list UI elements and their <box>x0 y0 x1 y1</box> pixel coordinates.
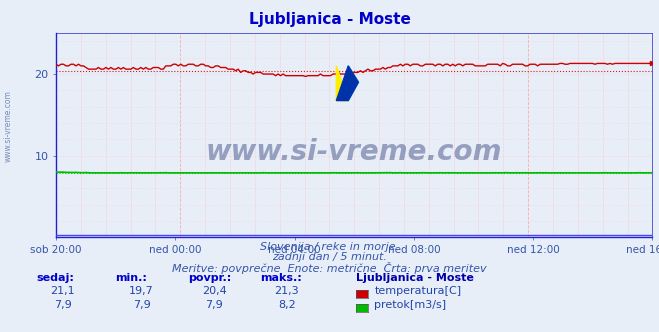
Text: 7,9: 7,9 <box>206 300 223 310</box>
Polygon shape <box>336 66 358 101</box>
Text: www.si-vreme.com: www.si-vreme.com <box>206 138 502 166</box>
Polygon shape <box>336 66 348 101</box>
Polygon shape <box>348 66 358 101</box>
Text: 21,3: 21,3 <box>274 286 299 296</box>
Text: sedaj:: sedaj: <box>36 273 74 283</box>
Text: Ljubljanica - Moste: Ljubljanica - Moste <box>248 12 411 27</box>
Text: zadnji dan / 5 minut.: zadnji dan / 5 minut. <box>272 252 387 262</box>
Text: 21,1: 21,1 <box>50 286 75 296</box>
Text: pretok[m3/s]: pretok[m3/s] <box>374 300 446 310</box>
Text: 19,7: 19,7 <box>129 286 154 296</box>
Text: Ljubljanica - Moste: Ljubljanica - Moste <box>356 273 474 283</box>
Text: 7,9: 7,9 <box>133 300 150 310</box>
Text: min.:: min.: <box>115 273 147 283</box>
Text: temperatura[C]: temperatura[C] <box>374 286 461 296</box>
Text: Meritve: povprečne  Enote: metrične  Črta: prva meritev: Meritve: povprečne Enote: metrične Črta:… <box>172 262 487 274</box>
Text: www.si-vreme.com: www.si-vreme.com <box>3 90 13 162</box>
Text: Slovenija / reke in morje.: Slovenija / reke in morje. <box>260 242 399 252</box>
Text: 8,2: 8,2 <box>278 300 295 310</box>
Text: maks.:: maks.: <box>260 273 302 283</box>
Text: 20,4: 20,4 <box>202 286 227 296</box>
Text: povpr.:: povpr.: <box>188 273 231 283</box>
Text: 7,9: 7,9 <box>54 300 71 310</box>
